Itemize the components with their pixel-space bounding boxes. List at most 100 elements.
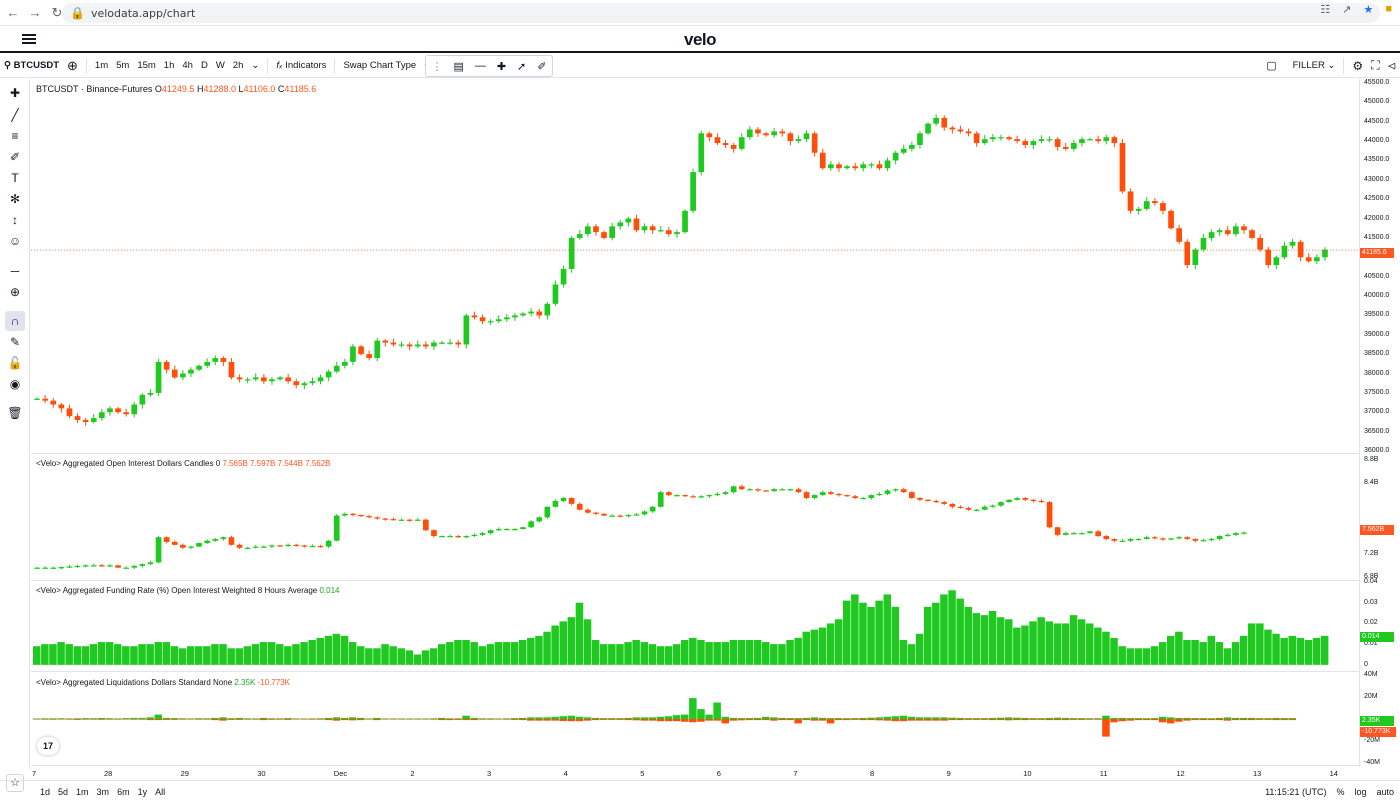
fullscreen-toggle-icon[interactable]: ▢ [1266, 60, 1277, 72]
range-5d[interactable]: 5d [58, 786, 69, 797]
menu-icon[interactable] [22, 34, 36, 44]
forward-icon[interactable]: → [28, 5, 42, 20]
utc-clock[interactable]: 11:15:21 (UTC) [1265, 787, 1327, 797]
funding-bar [1037, 617, 1045, 665]
brush-icon[interactable]: ✐ [9, 150, 21, 164]
pattern-icon[interactable]: ✻ [9, 192, 21, 206]
lock-drawings-icon[interactable]: ✎ [9, 335, 21, 349]
gear-icon[interactable]: ⚙ [1352, 58, 1364, 73]
translate-icon[interactable]: ☷ [1320, 4, 1331, 16]
pane-divider[interactable] [31, 671, 1359, 672]
oi-candle [738, 486, 745, 490]
price-candle [1168, 210, 1174, 229]
oi-candle [990, 505, 996, 507]
liq-neg-bar [721, 719, 729, 724]
funding-bar [810, 629, 819, 665]
liq-pos-bar [632, 717, 640, 719]
interval-5m[interactable]: 5m [116, 60, 130, 71]
funding-bar [227, 648, 235, 665]
pane-divider[interactable] [31, 453, 1359, 454]
funding-bar [1069, 615, 1078, 665]
crosshair-box-icon[interactable]: ▤ [453, 60, 464, 73]
range-3m[interactable]: 3m [96, 786, 110, 797]
log-toggle[interactable]: log [1354, 787, 1367, 797]
interval-15m[interactable]: 15m [137, 60, 156, 71]
liq-neg-bar [632, 719, 640, 721]
interval-d[interactable]: D [200, 60, 208, 71]
percent-toggle[interactable]: % [1336, 787, 1345, 797]
liq-neg-bar [762, 719, 770, 721]
trend-line-icon[interactable]: ╱ [11, 108, 19, 122]
price-tick: 42000.0 [1364, 214, 1390, 222]
funding-bar [267, 642, 276, 665]
range-1m[interactable]: 1m [76, 786, 89, 797]
trash-icon[interactable]: 🗑 [7, 406, 23, 420]
interval-2h[interactable]: 2h [232, 60, 244, 71]
parallel-lines-icon[interactable]: ≡ [11, 129, 19, 143]
add-symbol-icon[interactable]: ⊕ [67, 57, 78, 73]
price-candle [131, 404, 138, 415]
time-tick: Dec [333, 769, 348, 778]
swap-chart-type-button[interactable]: Swap Chart Type [343, 60, 417, 71]
range-all[interactable]: All [155, 786, 166, 797]
star-icon[interactable]: ☆ [6, 774, 24, 792]
funding-bar [737, 640, 746, 665]
chevron-down-icon[interactable]: ⌄ [251, 60, 260, 71]
crosshair-icon[interactable]: ✚ [496, 60, 507, 73]
magnet-icon[interactable]: ∩ [5, 311, 25, 331]
price-candle [803, 133, 810, 140]
horizontal-line-icon[interactable]: — [474, 60, 486, 72]
cursor-icon[interactable]: ➚ [517, 60, 527, 73]
auto-toggle[interactable]: auto [1376, 787, 1394, 797]
range-6m[interactable]: 6m [117, 786, 130, 797]
funding-bar [575, 602, 584, 665]
address-bar[interactable]: 🔒 velodata.app/chart [62, 3, 1380, 23]
reload-icon[interactable]: ↻ [51, 4, 63, 20]
eye-icon[interactable]: ◉ [9, 377, 21, 391]
price-candle [1233, 226, 1239, 235]
share-icon[interactable]: ↗ [1342, 4, 1352, 16]
filler-dropdown[interactable]: FILLER ⌄ [1289, 60, 1340, 71]
range-1d[interactable]: 1d [40, 786, 51, 797]
oi-tick: 6.8B [1364, 573, 1379, 580]
drag-handle-icon[interactable]: ⋮ [431, 60, 443, 73]
price-candle [973, 133, 980, 144]
interval-4h[interactable]: 4h [182, 60, 193, 71]
chart-canvas[interactable] [31, 79, 1359, 769]
symbol-search[interactable]: ⚲ BTCUSDT [0, 60, 63, 71]
liq-neg-bar [186, 719, 195, 720]
interval-w[interactable]: W [215, 60, 225, 71]
price-candle [933, 117, 939, 124]
oi-candle [504, 529, 510, 531]
oi-candle [131, 565, 138, 568]
oi-open: 7.565B [222, 459, 248, 468]
measure-range-icon[interactable]: ↕ [12, 213, 18, 227]
bookmark-star-icon[interactable]: ★ [1363, 4, 1374, 16]
range-1y[interactable]: 1y [137, 786, 148, 797]
lock-icon[interactable]: 🔓 [7, 356, 23, 370]
funding-bar [211, 644, 219, 665]
ruler-icon[interactable]: ─ [10, 264, 20, 278]
crosshair-icon[interactable]: ✚ [9, 86, 21, 100]
camera-icon[interactable]: ⏿ [1387, 58, 1396, 72]
funding-bar [1045, 621, 1053, 665]
tradingview-logo[interactable]: 17 [37, 737, 59, 755]
expand-icon[interactable]: ⛶ [1371, 58, 1380, 72]
liq-pos-bar [203, 718, 211, 719]
text-icon[interactable]: T [11, 171, 19, 185]
funding-bar [462, 640, 470, 665]
zoom-in-icon[interactable]: ⊕ [9, 285, 21, 299]
interval-1m[interactable]: 1m [94, 60, 109, 71]
extension-icon[interactable]: ■ [1385, 3, 1392, 15]
interval-1h[interactable]: 1h [163, 60, 175, 71]
funding-bar [486, 644, 495, 665]
liq-neg-bar [648, 719, 657, 721]
emoji-icon[interactable]: ☺ [8, 234, 22, 248]
price-candle [990, 137, 996, 140]
brush-icon[interactable]: ✐ [537, 60, 547, 73]
pane-divider[interactable] [31, 580, 1359, 581]
oi-settings-icon[interactable]: 0 [215, 459, 221, 468]
funding-tick: 0 [1364, 660, 1368, 668]
back-icon[interactable]: ← [6, 5, 20, 20]
indicators-button[interactable]: fₓ Indicators [272, 60, 330, 71]
